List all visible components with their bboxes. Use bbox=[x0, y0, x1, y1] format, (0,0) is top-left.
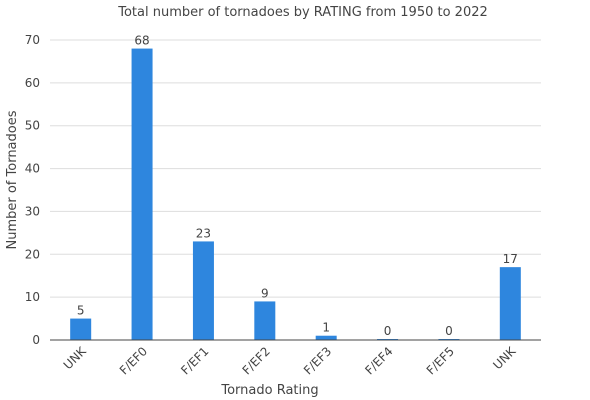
chart-title: Total number of tornadoes by RATING from… bbox=[117, 5, 488, 20]
y-tick-label: 70 bbox=[25, 33, 40, 47]
y-tick-label: 60 bbox=[25, 76, 40, 90]
y-axis-ticks: 0 10 20 30 40 50 60 70 bbox=[25, 33, 40, 347]
x-tick-label: F/EF3 bbox=[301, 344, 334, 377]
grid-lines bbox=[50, 39, 541, 298]
y-axis-label: Number of Tornadoes bbox=[5, 110, 20, 249]
y-tick-label: 10 bbox=[25, 290, 40, 304]
bar bbox=[315, 335, 337, 340]
bar bbox=[254, 301, 276, 340]
bar bbox=[131, 48, 153, 340]
bar-value-label: 23 bbox=[196, 226, 211, 240]
bars bbox=[70, 48, 521, 340]
y-tick-label: 20 bbox=[25, 247, 40, 261]
bar-value-label: 1 bbox=[322, 321, 330, 335]
x-tick-label: F/EF5 bbox=[424, 344, 457, 377]
y-tick-label: 0 bbox=[32, 333, 40, 347]
y-tick-label: 30 bbox=[25, 204, 40, 218]
bar-value-label: 0 bbox=[384, 324, 392, 338]
bar bbox=[499, 267, 521, 340]
bar bbox=[192, 241, 214, 340]
x-axis-ticks: UNK F/EF0 F/EF1 F/EF2 F/EF3 F/EF4 F/EF5 UNK bbox=[61, 343, 519, 377]
bar-value-label: 17 bbox=[503, 252, 518, 266]
bar-value-label: 5 bbox=[77, 304, 85, 318]
x-axis-label: Tornado Rating bbox=[220, 383, 318, 398]
bar-value-label: 9 bbox=[261, 286, 269, 300]
y-tick-label: 50 bbox=[25, 119, 40, 133]
x-tick-label: UNK bbox=[490, 343, 519, 372]
x-tick-label: F/EF2 bbox=[240, 344, 273, 377]
y-tick-label: 40 bbox=[25, 162, 40, 176]
bar-value-label: 0 bbox=[445, 324, 453, 338]
x-tick-label: UNK bbox=[61, 343, 90, 372]
x-tick-label: F/EF0 bbox=[117, 344, 150, 377]
x-tick-label: F/EF1 bbox=[178, 344, 211, 377]
x-tick-label: F/EF4 bbox=[362, 344, 395, 377]
bar-value-label: 68 bbox=[134, 34, 149, 48]
data-labels: 5 68 23 9 1 0 0 17 bbox=[77, 34, 518, 338]
bar bbox=[70, 318, 92, 340]
